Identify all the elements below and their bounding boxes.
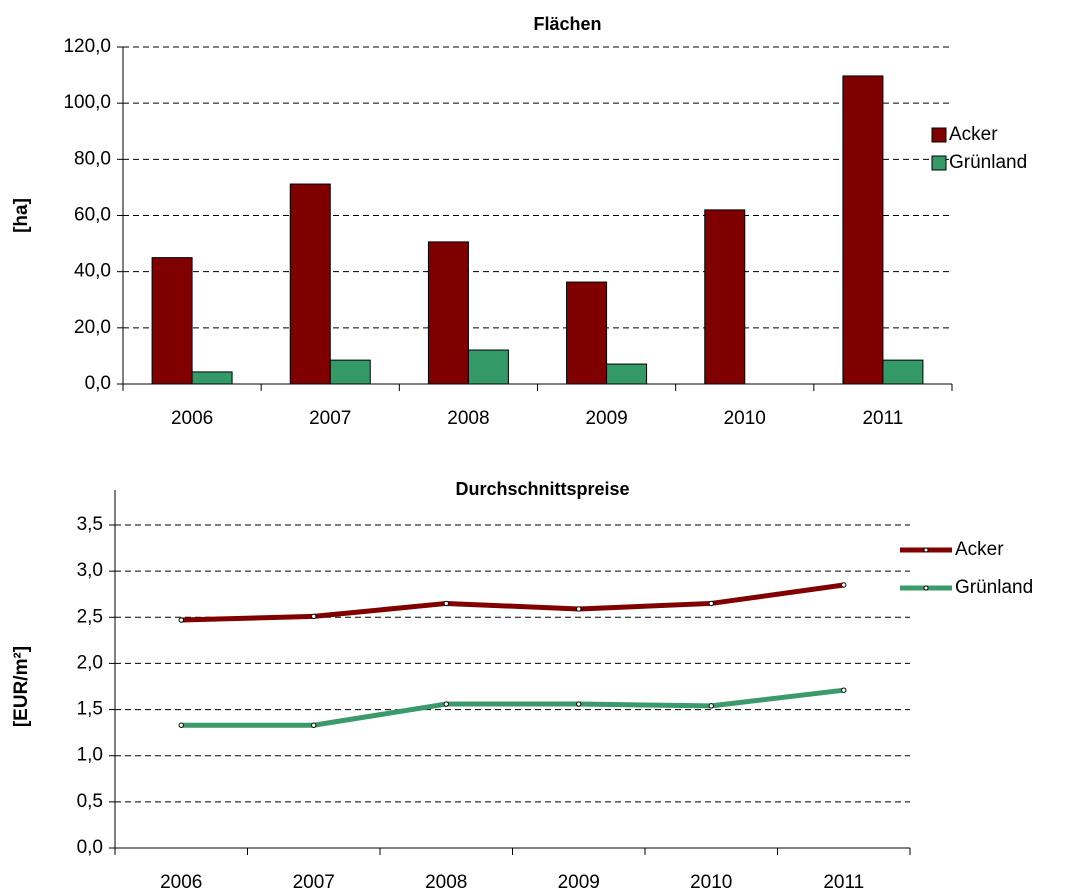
- y-tick-label: 60,0: [74, 205, 111, 226]
- x-tick-label: 2006: [160, 872, 202, 892]
- bar: [427, 241, 469, 385]
- y-tick-label: 2,0: [77, 652, 103, 673]
- legend-label: Acker: [949, 124, 998, 145]
- point: [708, 703, 714, 709]
- bar: [329, 359, 371, 385]
- point: [841, 687, 847, 693]
- point: [311, 613, 317, 620]
- x-tick-label: 2009: [558, 872, 600, 892]
- y-tick-label: 1,0: [77, 745, 103, 766]
- chart-title: Flächen: [533, 14, 601, 34]
- legend-label: Grünland: [949, 152, 1027, 173]
- bar: [842, 75, 884, 385]
- point: [178, 722, 184, 728]
- y-tick-label: 2,5: [77, 606, 103, 627]
- point: [178, 617, 184, 623]
- y-axis-label: [EUR/m²]: [11, 646, 32, 727]
- y-tick-label: 20,0: [74, 317, 111, 338]
- x-tick-label: 2011: [823, 872, 864, 892]
- x-tick-label: 2007: [293, 872, 335, 892]
- point: [576, 606, 582, 612]
- legend-marker: [923, 547, 929, 553]
- point: [841, 582, 847, 588]
- legend-marker: [923, 585, 929, 591]
- bar: [704, 209, 746, 385]
- x-tick-label: 2010: [724, 408, 766, 429]
- chart-title: Durchschnittspreise: [455, 479, 629, 499]
- y-tick-label: 3,0: [77, 560, 103, 581]
- x-tick-label: 2010: [690, 872, 732, 892]
- legend-swatch: [931, 127, 947, 143]
- bar: [191, 371, 233, 385]
- y-tick-label: 0,5: [77, 791, 103, 812]
- y-tick-label: 80,0: [74, 148, 111, 169]
- line: [181, 687, 845, 728]
- y-tick-label: 1,5: [77, 699, 103, 720]
- legend-swatch: [931, 155, 947, 171]
- bar: [882, 359, 924, 385]
- x-tick-label: 2008: [447, 408, 489, 429]
- x-tick-label: 2009: [585, 408, 627, 429]
- bar: [606, 363, 648, 385]
- bar: [289, 183, 331, 385]
- y-tick-label: 0,0: [77, 837, 103, 858]
- point: [443, 600, 449, 607]
- point: [443, 701, 449, 707]
- bar: [151, 257, 193, 385]
- y-tick-label: 100,0: [63, 92, 111, 113]
- x-tick-label: 2006: [171, 408, 213, 429]
- y-axis-label: [ha]: [11, 198, 32, 233]
- x-tick-label: 2007: [309, 408, 351, 429]
- y-tick-label: 120,0: [63, 36, 111, 57]
- point: [708, 600, 714, 607]
- line: [181, 582, 845, 623]
- legend-label: Grünland: [955, 577, 1033, 598]
- y-tick-label: 40,0: [74, 261, 111, 282]
- point: [311, 722, 317, 728]
- x-tick-label: 2011: [862, 408, 903, 429]
- y-tick-label: 0,0: [85, 373, 111, 394]
- legend-label: Acker: [955, 539, 1004, 560]
- x-tick-label: 2008: [425, 872, 467, 892]
- bar: [566, 281, 608, 385]
- y-tick-label: 3,5: [77, 514, 103, 535]
- bar: [467, 349, 509, 385]
- point: [576, 701, 582, 707]
